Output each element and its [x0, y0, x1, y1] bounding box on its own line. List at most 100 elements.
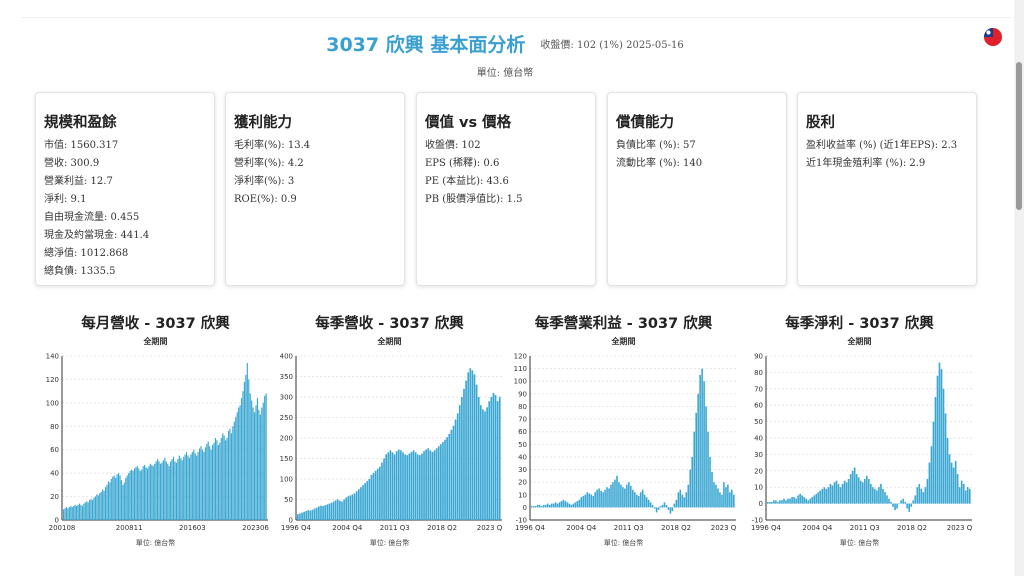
bar: [809, 498, 812, 504]
bar: [594, 492, 596, 508]
bar: [81, 505, 83, 520]
scroll-thumb[interactable]: [1016, 62, 1022, 210]
bar: [835, 480, 838, 504]
bar: [126, 475, 128, 520]
bar: [482, 409, 484, 520]
y-tick-label: 0: [55, 517, 59, 525]
bar: [90, 498, 92, 520]
bar: [647, 499, 650, 508]
chart-unit: 單位: 億台幣: [135, 539, 176, 547]
bar: [496, 401, 499, 520]
quarterly-revenue-plot: 0 50 100 150 200 250 300 350 400 1996 Q4 2004 Q4 20…: [280, 353, 503, 533]
bar: [797, 495, 799, 504]
bar: [867, 479, 870, 504]
bar: [685, 492, 688, 508]
bar: [635, 494, 638, 508]
bar: [184, 454, 186, 520]
bar: [78, 503, 81, 520]
bar: [904, 501, 906, 504]
bar: [731, 489, 733, 508]
bar: [213, 442, 215, 520]
bar: [560, 501, 563, 508]
card-line: 毛利率(%): 13.4: [234, 140, 311, 151]
bar: [582, 496, 585, 508]
bar: [845, 482, 848, 504]
bar: [246, 363, 248, 520]
bar: [132, 470, 134, 520]
bar: [950, 462, 953, 504]
bar: [345, 497, 348, 520]
bar: [847, 479, 850, 504]
y-tick-label: 20: [754, 467, 763, 475]
bar: [932, 421, 935, 504]
bar: [355, 491, 358, 520]
bar: [136, 466, 138, 520]
bar: [113, 475, 115, 520]
bar: [884, 492, 886, 504]
bar: [341, 501, 343, 520]
bar: [372, 472, 375, 520]
x-tick-label: 2023 Q: [477, 524, 503, 532]
bar: [416, 454, 419, 520]
x-tick-label: 2004 Q4: [802, 524, 833, 532]
bar: [968, 488, 971, 504]
bar: [258, 409, 260, 520]
bar: [841, 483, 844, 504]
y-tick-label: 300: [280, 394, 293, 402]
bar: [219, 442, 221, 520]
bar: [944, 413, 947, 504]
bar: [180, 457, 182, 520]
card-line: 自由現金流量: 0.455: [44, 212, 140, 223]
top-divider: [22, 17, 1010, 18]
bar: [87, 502, 89, 520]
bar: [383, 458, 385, 520]
bar: [669, 507, 672, 514]
bar: [185, 452, 188, 520]
bar: [259, 414, 261, 520]
bar: [67, 508, 69, 520]
bar: [723, 482, 725, 508]
bar: [251, 400, 253, 520]
y-tick-label: 40: [518, 453, 527, 461]
bar: [861, 482, 864, 504]
card-line: 淨利: 9.1: [44, 194, 87, 205]
bar: [305, 510, 308, 520]
bar: [70, 505, 72, 520]
y-tick-label: 150: [280, 455, 293, 463]
chart-subtitle: 全期間: [611, 337, 636, 346]
bar: [952, 467, 955, 504]
bar: [876, 490, 878, 504]
taiwan-flag-icon[interactable]: [984, 28, 1002, 46]
bar: [379, 466, 381, 520]
bar: [347, 496, 350, 520]
bar: [235, 416, 237, 520]
bar: [322, 506, 324, 520]
bar: [100, 491, 102, 520]
y-tick-label: 30: [754, 451, 763, 459]
bar: [608, 488, 610, 508]
bar: [227, 430, 230, 520]
bar: [713, 482, 715, 508]
bar: [922, 492, 925, 504]
bar: [811, 497, 814, 504]
bar: [435, 448, 438, 520]
bar: [851, 470, 854, 504]
page-scrollbar[interactable]: [1014, 0, 1024, 576]
bar: [803, 497, 805, 504]
bar: [693, 431, 695, 508]
bar: [928, 462, 931, 504]
bar: [162, 460, 164, 520]
bar: [924, 487, 927, 504]
bar: [139, 470, 141, 520]
x-tick-label: 200108: [49, 524, 76, 532]
bar: [196, 455, 198, 520]
unit-label: 單位: 億台幣: [476, 68, 534, 79]
bar: [938, 362, 941, 504]
bar: [203, 452, 205, 520]
bar: [721, 494, 723, 508]
bar: [785, 500, 787, 504]
bar: [831, 485, 834, 504]
bar: [440, 444, 442, 520]
bar: [129, 470, 131, 520]
chart-subtitle: 全期間: [377, 337, 402, 346]
